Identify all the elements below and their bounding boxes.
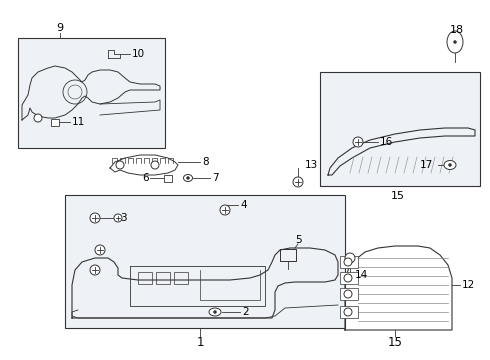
Text: 8: 8 <box>202 157 209 167</box>
Circle shape <box>344 274 352 282</box>
Text: 1: 1 <box>196 336 204 348</box>
Circle shape <box>344 258 352 266</box>
Text: 4: 4 <box>240 200 246 210</box>
Bar <box>164 175 172 181</box>
Text: 2: 2 <box>242 307 248 317</box>
Circle shape <box>448 163 451 166</box>
Text: 10: 10 <box>132 49 145 59</box>
Circle shape <box>353 137 363 147</box>
Text: 15: 15 <box>391 191 405 201</box>
Bar <box>18 38 165 148</box>
Bar <box>340 288 358 300</box>
Bar <box>156 272 170 284</box>
Ellipse shape <box>209 308 221 316</box>
Bar <box>65 195 345 328</box>
Ellipse shape <box>183 175 193 181</box>
Bar <box>174 272 188 284</box>
Circle shape <box>454 40 457 44</box>
Text: 12: 12 <box>462 280 475 290</box>
Text: 3: 3 <box>120 213 126 223</box>
Circle shape <box>34 114 42 122</box>
Bar <box>51 118 59 126</box>
Text: 14: 14 <box>355 270 368 280</box>
Circle shape <box>90 213 100 223</box>
Text: 16: 16 <box>380 137 393 147</box>
Circle shape <box>220 205 230 215</box>
Bar <box>340 256 358 268</box>
Bar <box>340 306 358 318</box>
Circle shape <box>90 265 100 275</box>
Bar <box>138 272 152 284</box>
Circle shape <box>187 176 190 180</box>
Circle shape <box>114 214 122 222</box>
Text: 11: 11 <box>72 117 85 127</box>
Ellipse shape <box>447 31 463 53</box>
Ellipse shape <box>444 161 456 170</box>
Circle shape <box>344 308 352 316</box>
Text: 18: 18 <box>450 25 464 35</box>
Circle shape <box>116 161 124 169</box>
Text: 5: 5 <box>295 235 302 245</box>
Text: 15: 15 <box>388 336 402 348</box>
Circle shape <box>151 161 159 169</box>
Circle shape <box>344 290 352 298</box>
Bar <box>340 272 358 284</box>
Circle shape <box>214 310 217 314</box>
Text: 9: 9 <box>56 23 64 33</box>
Bar <box>320 72 480 186</box>
Circle shape <box>345 253 355 263</box>
Text: 7: 7 <box>212 173 219 183</box>
Circle shape <box>293 177 303 187</box>
Text: 17: 17 <box>420 160 433 170</box>
Circle shape <box>95 245 105 255</box>
Text: 13: 13 <box>305 160 318 170</box>
Text: 6: 6 <box>142 173 148 183</box>
